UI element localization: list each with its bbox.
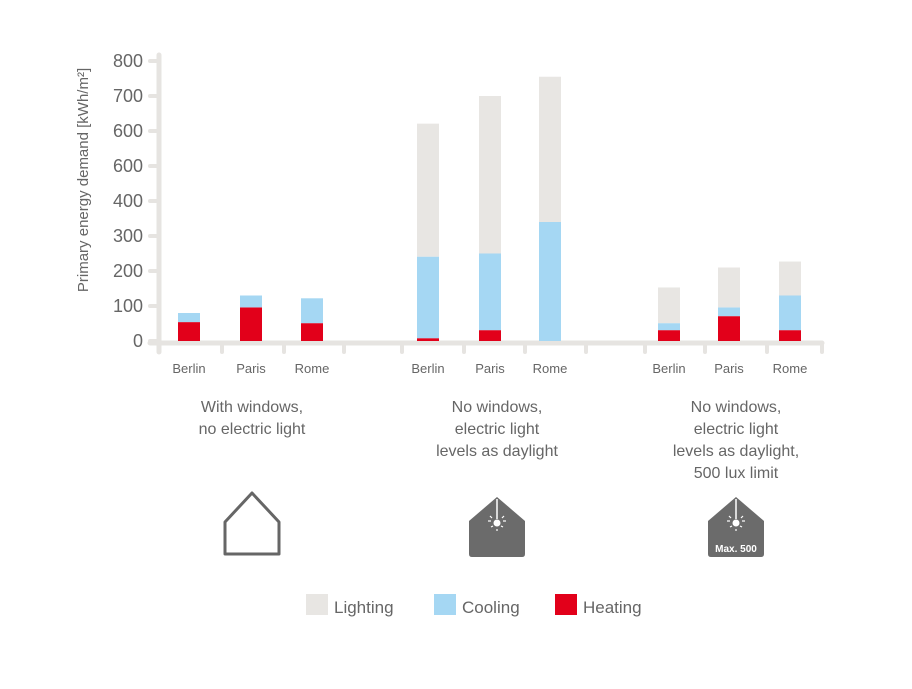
- bar-cooling-rome: [539, 222, 561, 341]
- bar-lighting-paris: [479, 96, 501, 254]
- bars: [178, 76, 801, 341]
- y-tick-label: 600: [113, 156, 143, 176]
- group-caption: No windows,: [452, 399, 543, 416]
- bar-cooling-berlin: [178, 313, 200, 323]
- legend-swatch-heating: [555, 594, 577, 615]
- x-tick-label: Berlin: [172, 361, 205, 376]
- house-lamp-icon: [469, 497, 525, 557]
- bar-cooling-paris: [240, 295, 262, 308]
- bar-heating-paris: [479, 330, 501, 341]
- group-caption: levels as daylight: [436, 443, 558, 460]
- icon-label: Max. 500: [715, 544, 757, 555]
- icons: Max. 500: [223, 491, 764, 557]
- bar-heating-paris: [240, 307, 262, 341]
- bar-cooling-berlin: [417, 256, 439, 339]
- x-tick-label: Berlin: [411, 361, 444, 376]
- bar-lighting-berlin: [417, 123, 439, 257]
- group-caption: levels as daylight,: [673, 443, 799, 460]
- bar-heating-rome: [301, 323, 323, 341]
- y-tick-label: 700: [113, 86, 143, 106]
- bar-cooling-paris: [479, 253, 501, 331]
- bar-cooling-rome: [301, 298, 323, 324]
- house-lamp-max-icon: Max. 500: [708, 497, 764, 557]
- house-outline-icon: [223, 491, 281, 556]
- y-tick-label: 800: [113, 51, 143, 71]
- axes: 0 100 200 300 400 600 600 700 800: [113, 51, 825, 355]
- legend-swatch-lighting: [306, 594, 328, 615]
- bar-heating-berlin: [178, 322, 200, 341]
- bar-lighting-rome: [779, 261, 801, 296]
- group-caption: no electric light: [199, 421, 306, 438]
- bar-cooling-rome: [779, 295, 801, 331]
- x-tick-label: Rome: [295, 361, 330, 376]
- legend-label-cooling: Cooling: [462, 598, 520, 617]
- group-caption: With windows,: [201, 399, 303, 416]
- x-tick-label: Paris: [714, 361, 744, 376]
- group-caption: electric light: [455, 421, 540, 438]
- bar-lighting-rome: [539, 76, 561, 222]
- bar-heating-rome: [779, 330, 801, 341]
- legend-swatch-cooling: [434, 594, 456, 615]
- y-axis-label: Primary energy demand [kWh/m²]: [75, 68, 92, 292]
- group-caption: No windows,: [691, 399, 782, 416]
- bar-cooling-berlin: [658, 323, 680, 331]
- bar-heating-paris: [718, 316, 740, 341]
- legend: Lighting Cooling Heating: [306, 594, 642, 617]
- bar-lighting-berlin: [658, 287, 680, 324]
- group-caption: electric light: [694, 421, 779, 438]
- bar-heating-berlin: [658, 330, 680, 341]
- x-tick-label: Paris: [236, 361, 266, 376]
- x-tick-label: Paris: [475, 361, 505, 376]
- x-tick-label: Rome: [773, 361, 808, 376]
- x-tick-label: Rome: [533, 361, 568, 376]
- y-tick-label: 100: [113, 296, 143, 316]
- legend-label-lighting: Lighting: [334, 598, 394, 617]
- legend-label-heating: Heating: [583, 598, 642, 617]
- bar-heating-berlin: [417, 338, 439, 341]
- y-tick-label: 200: [113, 261, 143, 281]
- y-tick-label: 400: [113, 191, 143, 211]
- group-caption: 500 lux limit: [694, 465, 779, 482]
- bar-cooling-paris: [718, 307, 740, 317]
- y-tick-label: 300: [113, 226, 143, 246]
- x-tick-label: Berlin: [652, 361, 685, 376]
- y-tick-label: 0: [133, 331, 143, 351]
- bar-lighting-paris: [718, 267, 740, 308]
- y-tick-label: 600: [113, 121, 143, 141]
- labels: Berlin Paris Rome With windows, no electric …: [172, 361, 807, 482]
